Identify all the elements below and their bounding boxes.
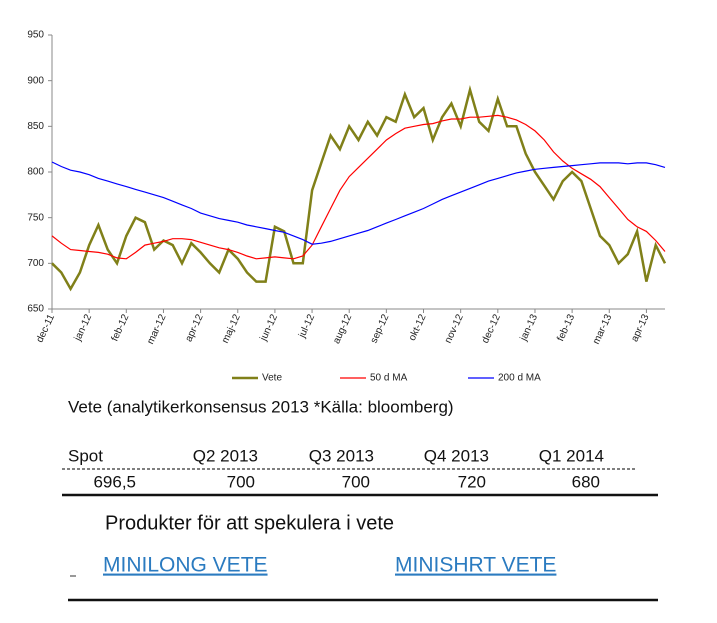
legend-label: 200 d MA (498, 373, 541, 384)
x-tick-label: mar-13 (591, 312, 615, 346)
table-header: Spot (68, 446, 103, 465)
x-tick-label: apr-13 (629, 312, 651, 343)
table-cell: 696,5 (93, 472, 136, 491)
x-tick-label: jan-12 (72, 312, 94, 343)
x-tick-label: jan-13 (518, 312, 540, 343)
products-heading: Produkter för att spekulera i vete (105, 512, 394, 534)
table-header: Q1 2014 (539, 446, 604, 465)
y-tick-label: 750 (27, 212, 44, 223)
x-tick-label: nov-12 (443, 312, 466, 345)
line-series (51, 114, 666, 260)
x-tick-label: apr-12 (184, 312, 206, 343)
table-header: Q3 2013 (309, 446, 374, 465)
line-series (51, 85, 667, 292)
x-tick-label: sep-12 (369, 312, 392, 345)
table-cell: 700 (227, 472, 255, 491)
legend-label: 50 d MA (370, 373, 408, 384)
table-cell: 700 (342, 472, 370, 491)
x-tick-label: aug-12 (331, 312, 354, 345)
y-tick-label: 950 (27, 30, 44, 41)
table-cell: 720 (458, 472, 486, 491)
y-tick-label: 700 (27, 258, 44, 269)
link[interactable]: MINILONG VETE (103, 554, 268, 577)
x-tick-label: dec-12 (480, 312, 503, 345)
x-tick-label: feb-13 (555, 312, 577, 343)
link[interactable]: MINISHRT VETE (395, 554, 556, 577)
line-series (51, 161, 666, 245)
table-header: Q2 2013 (193, 446, 258, 465)
x-tick-label: jun-12 (258, 312, 280, 343)
x-tick-label: dec-11 (35, 312, 58, 344)
x-tick-label: feb-12 (109, 312, 131, 343)
legend-label: Vete (262, 373, 282, 384)
x-tick-label: maj-12 (220, 312, 243, 345)
table-cell: 680 (572, 472, 600, 491)
y-tick-label: 650 (27, 304, 44, 315)
y-tick-label: 800 (27, 167, 44, 178)
table-header: Q4 2013 (424, 446, 489, 465)
x-tick-label: mar-12 (145, 312, 169, 346)
y-tick-label: 900 (27, 75, 44, 86)
y-tick-label: 850 (27, 121, 44, 132)
x-tick-label: jul-12 (296, 312, 317, 340)
x-tick-label: okt-12 (407, 312, 429, 342)
table-title: Vete (analytikerkonsensus 2013 *Källa: b… (68, 397, 454, 416)
